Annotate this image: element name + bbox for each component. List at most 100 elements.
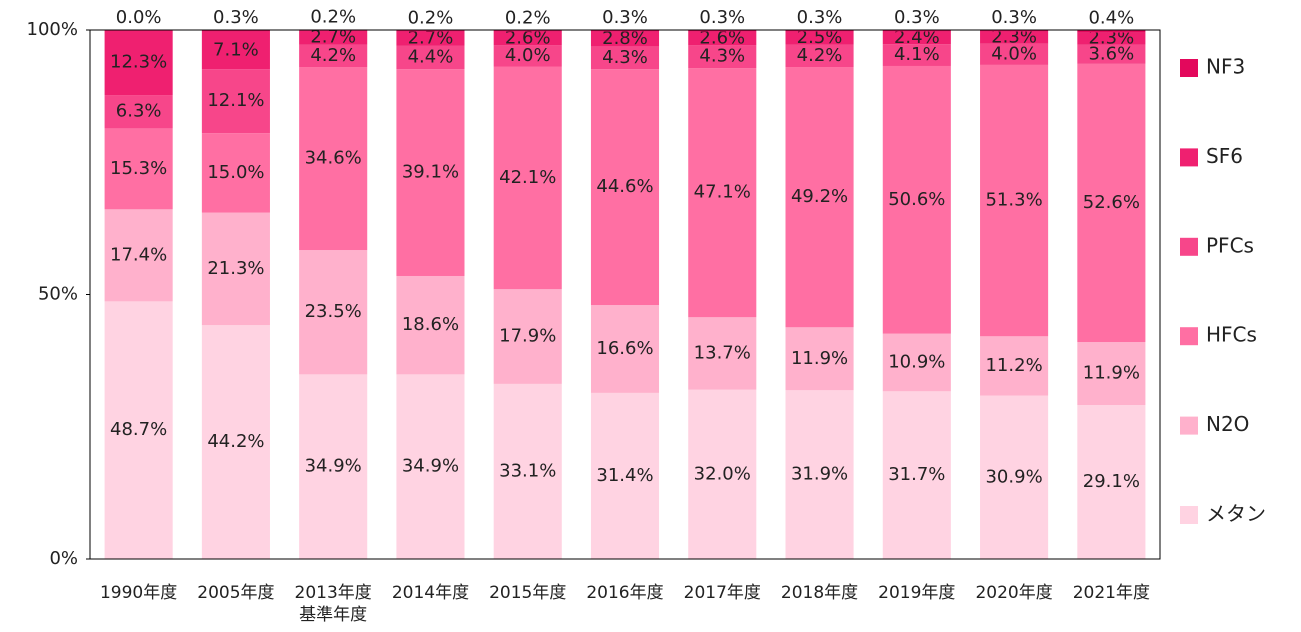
value-label: 6.3% (116, 101, 162, 122)
legend-label: メタン (1206, 502, 1266, 526)
bar-segment (493, 383, 562, 559)
value-label: 31.4% (596, 465, 653, 486)
value-label: 23.5% (305, 301, 362, 322)
bar-segment (299, 374, 368, 559)
value-label: 11.2% (985, 355, 1042, 376)
value-label: 0.2% (408, 8, 454, 29)
value-label: 2.5% (797, 27, 843, 48)
value-label: 2.3% (1088, 28, 1134, 49)
bar-segment (396, 374, 465, 559)
y-tick-label: 0% (49, 548, 78, 569)
legend-label: N2O (1206, 412, 1249, 436)
bar-segment (396, 30, 465, 32)
bar-segment (980, 64, 1049, 337)
bar-segment (201, 69, 270, 134)
value-label: 34.9% (402, 456, 459, 477)
value-label: 42.1% (499, 167, 556, 188)
value-label: 49.2% (791, 186, 848, 207)
value-label: 4.3% (602, 47, 648, 68)
bar-segment (785, 390, 854, 559)
bar-segment (590, 31, 660, 47)
bar-segment (688, 31, 757, 46)
bar-segment (396, 31, 465, 46)
bar-segment (201, 212, 270, 326)
x-tick-label: 1990年度 (99, 583, 178, 603)
x-tick-label: 2013年度 基準年度 (294, 583, 372, 625)
bar-segment (688, 30, 757, 32)
value-label: 2.6% (505, 27, 551, 48)
bar-segment (493, 66, 562, 290)
value-label: 44.6% (596, 176, 653, 197)
value-label: 21.3% (207, 258, 264, 279)
value-label: 2.7% (408, 28, 454, 49)
x-tick-label: 2014年度 (391, 583, 470, 603)
bar-segment (882, 31, 951, 45)
value-label: 3.6% (1088, 43, 1134, 64)
legend-label: PFCs (1206, 233, 1254, 257)
x-tick-label: 2005年度 (197, 583, 275, 603)
value-label: 15.0% (207, 162, 264, 183)
value-label: 17.4% (110, 244, 167, 265)
value-label: 2.8% (602, 28, 648, 49)
bar-segment (104, 209, 173, 302)
bar-segment (201, 31, 270, 70)
value-label: 0.3% (602, 7, 648, 28)
x-tick-label: 2018年度 (780, 583, 859, 603)
legend-swatch (1180, 59, 1198, 77)
value-label: 4.3% (699, 46, 745, 67)
legend-swatch (1180, 327, 1198, 346)
value-label: 2.3% (991, 27, 1037, 48)
value-label: 44.2% (207, 431, 264, 452)
bar-segment (590, 305, 660, 393)
bar-segment (396, 275, 465, 375)
bar-segment (785, 31, 854, 45)
value-label: 10.9% (888, 351, 945, 372)
bar-segment (1077, 44, 1146, 64)
bar-segment (1077, 405, 1146, 559)
bar-segment (688, 389, 757, 559)
value-label: 0.3% (797, 7, 843, 28)
bar-segment (688, 317, 757, 390)
bar-segment (299, 67, 368, 251)
bar-segment (493, 30, 562, 32)
value-label: 0.3% (991, 7, 1037, 28)
bar-segment (590, 30, 660, 32)
bar-segment (493, 45, 562, 67)
legend-swatch (1180, 237, 1198, 256)
bar-segment (882, 44, 951, 66)
bar-segment (1077, 342, 1146, 406)
value-label: 0.4% (1088, 8, 1134, 29)
bar-segment (104, 95, 173, 129)
y-tick-label: 50% (38, 284, 78, 305)
value-label: 2.7% (310, 27, 356, 48)
bar-segment (688, 68, 757, 318)
value-label: 34.6% (305, 148, 362, 169)
bar-segment (299, 30, 368, 45)
bar-segment (688, 45, 757, 69)
bar-segment (201, 30, 270, 32)
value-label: 50.6% (888, 189, 945, 210)
y-tick-label: 100% (27, 19, 78, 40)
bar-segment (104, 30, 173, 96)
value-label: 4.1% (894, 44, 940, 65)
value-label: 32.0% (694, 463, 751, 484)
value-label: 31.9% (791, 464, 848, 485)
bar-segment (882, 65, 951, 334)
bar-segment (396, 45, 465, 70)
bar-segment (882, 333, 951, 392)
value-label: 11.9% (1083, 363, 1140, 384)
value-label: 0.3% (213, 7, 259, 28)
value-label: 34.9% (305, 456, 362, 477)
legend-label: HFCs (1206, 323, 1257, 347)
bar-segment (590, 46, 660, 70)
bar-segment (1077, 63, 1146, 343)
value-label: 0.0% (116, 7, 162, 28)
value-label: 7.1% (213, 39, 259, 60)
legend-swatch (1180, 506, 1198, 524)
value-label: 17.9% (499, 326, 556, 347)
bar-segment (396, 69, 465, 276)
x-tick-label: 2017年度 (683, 583, 761, 603)
bar-segment (590, 69, 660, 306)
